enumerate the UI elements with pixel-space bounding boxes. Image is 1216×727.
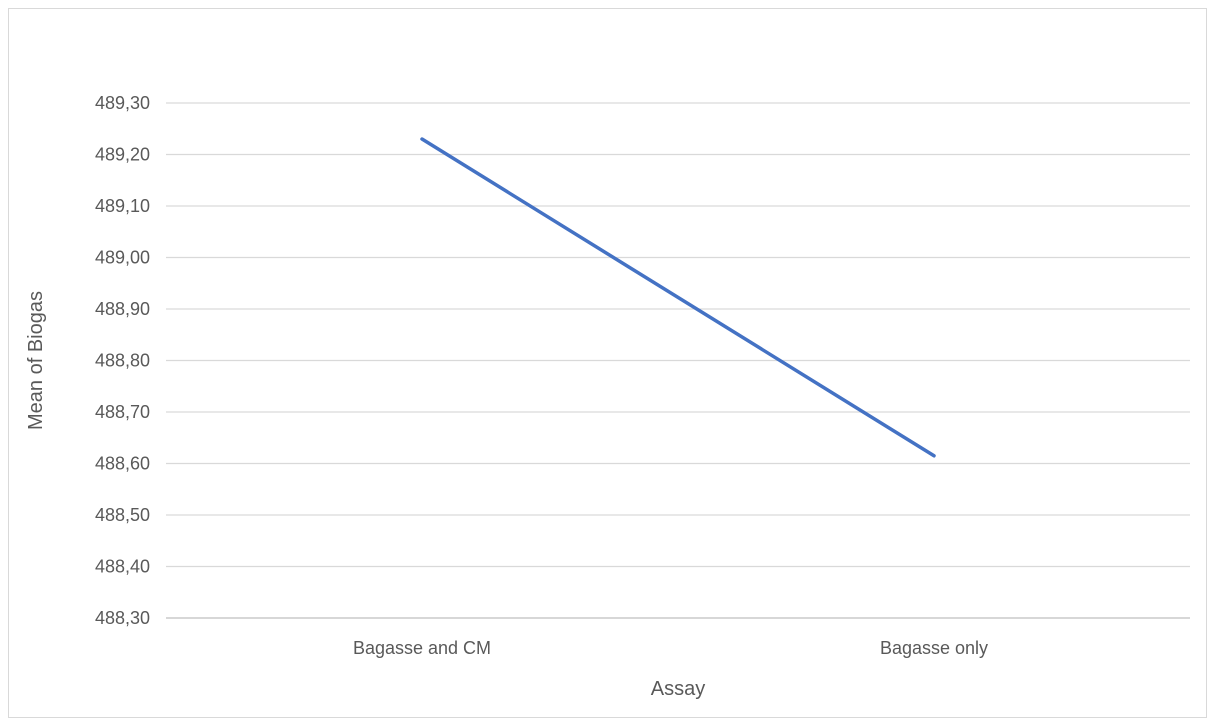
x-axis-tick-labels: Bagasse and CM Bagasse only xyxy=(353,638,988,658)
y-tick-label: 488,60 xyxy=(95,454,150,474)
gridlines xyxy=(166,102,1190,619)
y-tick-label: 489,20 xyxy=(95,145,150,165)
y-tick-label: 488,50 xyxy=(95,505,150,525)
chart-area xyxy=(8,8,1207,718)
series-line xyxy=(420,137,936,458)
x-axis-title: Assay xyxy=(651,678,705,700)
y-tick-label: 489,10 xyxy=(95,196,150,216)
y-tick-label: 489,30 xyxy=(95,93,150,113)
y-tick-label: 488,30 xyxy=(95,608,150,628)
y-tick-label: 488,80 xyxy=(95,351,150,371)
y-axis-tick-labels: 488,30 488,40 488,50 488,60 488,70 488,80 488,… xyxy=(95,93,150,628)
y-axis-title: Mean of Biogas xyxy=(25,291,47,430)
x-tick-label: Bagasse only xyxy=(880,638,988,658)
x-tick-label: Bagasse and CM xyxy=(353,638,491,658)
y-tick-label: 488,90 xyxy=(95,299,150,319)
y-tick-label: 489,00 xyxy=(95,248,150,268)
series-layer xyxy=(420,137,936,458)
y-tick-label: 488,70 xyxy=(95,402,150,422)
y-tick-label: 488,40 xyxy=(95,557,150,577)
